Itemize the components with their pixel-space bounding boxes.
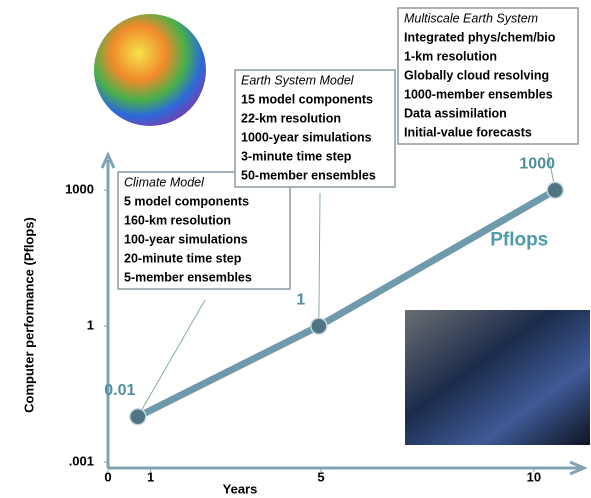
callout-box <box>117 171 291 290</box>
y-tick-label: 1000 <box>65 182 94 197</box>
callout-line: 5 model components <box>124 194 249 208</box>
callout-line: 20-minute time step <box>124 251 242 265</box>
y-tick-label: 1 <box>87 318 94 333</box>
data-point <box>546 181 564 199</box>
value-label: 1 <box>296 291 305 308</box>
callout-line: 1000-member ensembles <box>404 87 553 101</box>
callout-line: Integrated phys/chem/bio <box>404 30 556 44</box>
data-point <box>129 407 147 426</box>
callout-title: Earth System Model <box>241 73 355 87</box>
y-axis <box>100 151 116 468</box>
callout-line: 15 model components <box>241 92 373 106</box>
callout-line: 5-member ensembles <box>124 270 252 284</box>
x-tick-label: 10 <box>527 469 541 484</box>
x-tick-label: 1 <box>147 469 154 484</box>
value-label: 1000 <box>519 155 555 172</box>
callout-line: Data assimilation <box>404 106 507 120</box>
callout-leader <box>318 192 321 327</box>
callout-line: 50-member ensembles <box>241 168 376 182</box>
data-point <box>310 317 328 335</box>
x-tick-label: 0 <box>104 469 111 484</box>
x-axis <box>108 460 588 476</box>
legend-label: Pflops <box>490 229 548 250</box>
callout-title: Multiscale Earth System <box>404 11 538 25</box>
y-axis-title: Computer performance (Pflops) <box>21 217 36 413</box>
callout-line: 100-year simulations <box>124 232 248 246</box>
y-tick-label: .001 <box>69 453 94 468</box>
callout-line: 1000-year simulations <box>241 130 372 144</box>
callout-line: Initial-value forecasts <box>404 125 532 139</box>
x-axis-title: Years <box>223 481 258 496</box>
satellite-image <box>405 310 590 445</box>
callout-line: Globally cloud resolving <box>404 68 549 82</box>
globe-image <box>94 14 206 126</box>
callout-line: 22-km resolution <box>241 111 341 125</box>
callout-title: Climate Model <box>124 175 205 189</box>
callout-leader <box>137 299 206 417</box>
callout-box <box>397 7 579 145</box>
x-tick-label: 5 <box>317 469 324 484</box>
callout-box <box>234 69 396 188</box>
callout-line: 160-km resolution <box>124 213 231 227</box>
callout-line: 1-km resolution <box>404 49 497 63</box>
callout-line: 3-minute time step <box>241 149 352 163</box>
value-label: 0.01 <box>104 382 135 399</box>
